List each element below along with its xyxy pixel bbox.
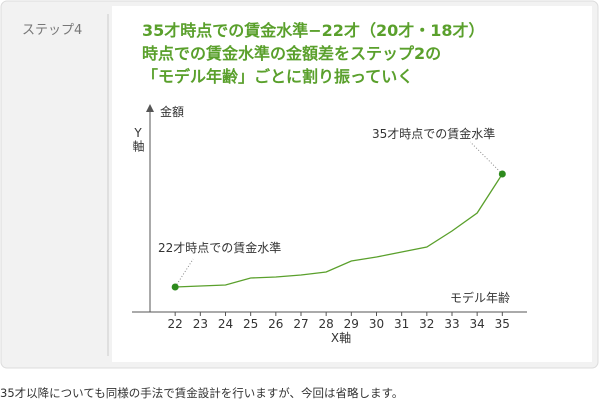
x-tick-label: 24 (218, 317, 233, 331)
annotation: 22才時点での賃金水準 (158, 240, 281, 255)
x-tick-label: 25 (243, 317, 258, 331)
annotation: 35才時点での賃金水準 (372, 126, 495, 141)
x-tick-label: 30 (369, 317, 384, 331)
x-tick-label: 33 (444, 317, 459, 331)
step-label: ステップ4 (22, 23, 82, 38)
x-tick-label: 28 (319, 317, 334, 331)
heading-line: 時点での賃金水準の金額差をステップ2の (142, 44, 441, 63)
x-tick-label: 34 (470, 317, 485, 331)
y-axis-title: 金額 (160, 104, 184, 119)
x-tick-label: 23 (193, 317, 208, 331)
heading-line: 「モデル年齢」ごとに割り振っていく (142, 67, 413, 86)
x-tick-label: 27 (293, 317, 308, 331)
y-axis-label: Y軸 (131, 126, 145, 153)
x-tick-label: 22 (168, 317, 183, 331)
line (175, 173, 503, 288)
footnote: 35才以降についても同様の手法で賃金設計を行いますが、今回は省略します。 (0, 386, 403, 400)
point (498, 170, 506, 178)
x-axis-title: モデル年齢 (450, 290, 510, 305)
panel-inner (112, 6, 592, 362)
heading-line: 35才時点での賃金水準−22才（20才・18才） (142, 21, 484, 40)
annotation-leader (174, 258, 194, 288)
x-tick-label: 35 (495, 317, 510, 331)
x-axis-label: X軸 (331, 331, 351, 345)
x-tick-label: 32 (419, 317, 434, 331)
x-tick-label: 29 (344, 317, 359, 331)
x-tick-label: 31 (394, 317, 409, 331)
x-tick-label: 26 (268, 317, 283, 331)
y-axis-arrow (146, 104, 154, 112)
point (171, 283, 179, 291)
